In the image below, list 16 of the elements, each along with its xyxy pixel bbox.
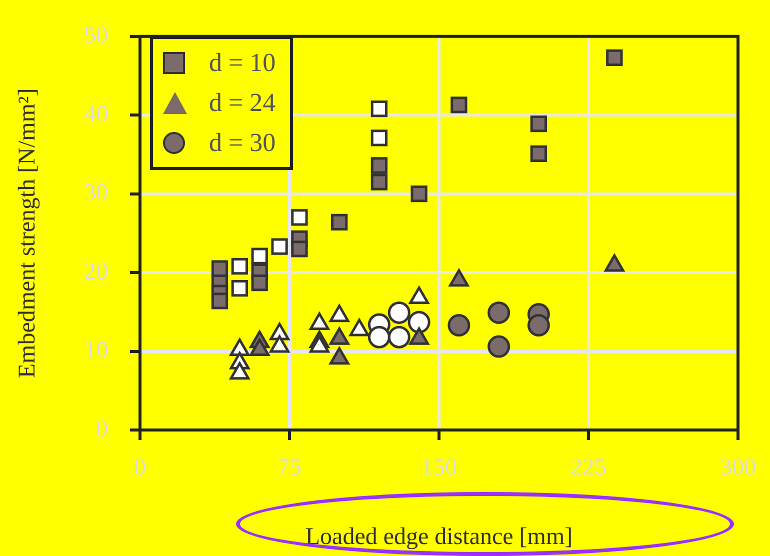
y-tick-label: 0 (96, 416, 108, 442)
y-tick-label: 40 (84, 101, 108, 128)
y-tick-label: 30 (84, 180, 108, 206)
x-axis-title: Loaded edge distance [mm] (305, 524, 573, 550)
x-tick-label: 0 (134, 454, 146, 481)
legend-label: d = 10 (209, 48, 276, 78)
x-tick-label: 75 (278, 454, 302, 481)
y-tick-label: 50 (84, 22, 108, 49)
y-tick-label: 20 (84, 258, 108, 285)
x-tick-label: 300 (720, 454, 756, 481)
legend-label: d = 30 (209, 128, 276, 158)
legend-label: d = 24 (209, 88, 276, 118)
x-tick-label: 150 (421, 454, 457, 481)
x-tick-label: 225 (570, 454, 606, 481)
y-tick-label: 10 (84, 338, 108, 364)
y-axis-title: Embedment strength [N/mm²] (14, 88, 41, 378)
